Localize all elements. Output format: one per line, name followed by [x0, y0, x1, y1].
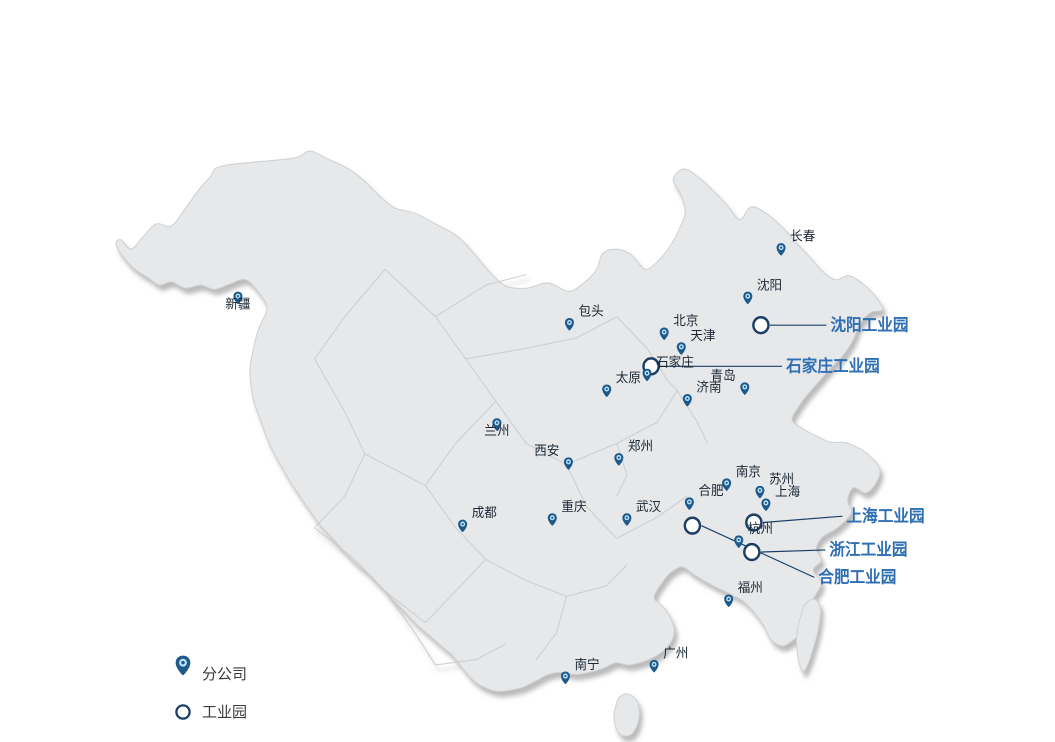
svg-text:重庆: 重庆: [561, 499, 586, 514]
svg-text:长春: 长春: [790, 228, 815, 243]
svg-text:广州: 广州: [663, 645, 688, 660]
svg-text:北京: 北京: [673, 313, 698, 328]
svg-text:杭州: 杭州: [748, 521, 773, 536]
svg-text:青岛: 青岛: [711, 368, 736, 383]
svg-text:浙江工业园: 浙江工业园: [829, 540, 907, 559]
svg-text:天津: 天津: [690, 328, 715, 343]
svg-text:兰州: 兰州: [484, 423, 509, 438]
svg-text:上海工业园: 上海工业园: [847, 506, 925, 525]
svg-text:工业园: 工业园: [202, 704, 247, 721]
svg-text:成都: 成都: [472, 505, 497, 520]
svg-text:郑州: 郑州: [628, 438, 653, 453]
svg-text:沈阳工业园: 沈阳工业园: [830, 315, 908, 334]
svg-text:分公司: 分公司: [202, 666, 247, 683]
svg-text:上海: 上海: [775, 484, 800, 499]
svg-text:石家庄: 石家庄: [656, 354, 694, 369]
svg-text:沈阳: 沈阳: [757, 277, 782, 292]
svg-text:合肥工业园: 合肥工业园: [818, 567, 896, 586]
svg-text:太原: 太原: [616, 370, 641, 385]
svg-text:包头: 包头: [579, 303, 604, 318]
svg-text:武汉: 武汉: [636, 499, 661, 514]
svg-text:石家庄工业园: 石家庄工业园: [785, 356, 880, 375]
svg-text:新疆: 新疆: [225, 296, 250, 311]
svg-text:南宁: 南宁: [574, 657, 599, 672]
svg-text:合肥: 合肥: [698, 483, 723, 498]
svg-text:西安: 西安: [534, 443, 559, 458]
svg-text:南京: 南京: [736, 464, 761, 479]
svg-text:福州: 福州: [738, 580, 763, 595]
